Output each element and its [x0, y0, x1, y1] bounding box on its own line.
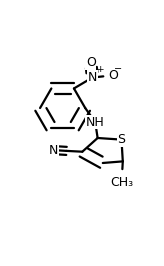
Text: CH₃: CH₃: [110, 176, 133, 189]
Text: −: −: [114, 64, 122, 74]
Text: N: N: [49, 144, 58, 157]
Text: S: S: [117, 133, 125, 146]
Text: NH: NH: [86, 116, 105, 129]
Text: N: N: [88, 71, 97, 84]
Text: O: O: [86, 56, 96, 69]
Text: +: +: [96, 65, 103, 74]
Text: O: O: [108, 69, 118, 82]
